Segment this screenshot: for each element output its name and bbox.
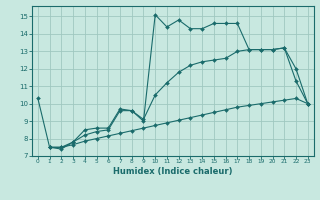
X-axis label: Humidex (Indice chaleur): Humidex (Indice chaleur) [113, 167, 233, 176]
